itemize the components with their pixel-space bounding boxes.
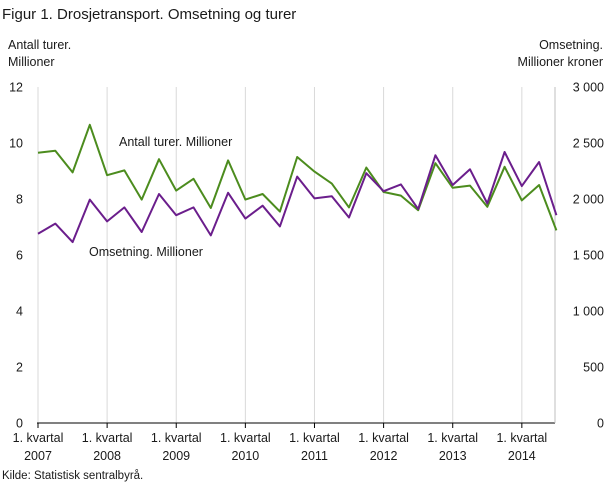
x-tick-year-2: 2009	[162, 449, 190, 463]
x-tick-year-7: 2014	[508, 449, 536, 463]
left-axis-title: Antall turer. Millioner	[8, 37, 71, 71]
x-tick-year-0: 2007	[24, 449, 52, 463]
right-axis-title-line-1: Omsetning.	[539, 38, 603, 52]
right-axis-title: Omsetning. Millioner kroner	[518, 37, 603, 71]
right-tick-label-6: 3 000	[573, 81, 604, 95]
right-tick-label-3: 1 500	[573, 249, 604, 263]
figure-title: Figur 1. Drosjetransport. Omsetning og t…	[2, 6, 297, 23]
x-tick-label-5: 1. kvartal	[358, 431, 409, 445]
x-tick-label-6: 1. kvartal	[427, 431, 478, 445]
left-axis-title-line-2: Millioner	[8, 55, 55, 69]
x-tick-label-2: 1. kvartal	[151, 431, 202, 445]
series-line-1	[37, 151, 558, 244]
x-tick-year-1: 2008	[93, 449, 121, 463]
left-tick-label-1: 2	[16, 361, 23, 375]
right-axis-title-line-2: Millioner kroner	[517, 55, 603, 69]
left-tick-label-3: 6	[16, 249, 23, 263]
x-tick-label-4: 1. kvartal	[289, 431, 340, 445]
series-line-0	[37, 123, 558, 231]
x-tick-label-7: 1. kvartal	[496, 431, 547, 445]
left-tick-label-5: 10	[9, 137, 23, 151]
right-tick-label-5: 2 500	[573, 137, 604, 151]
x-tick-year-6: 2013	[439, 449, 467, 463]
left-tick-label-2: 4	[16, 305, 23, 319]
left-axis-title-line-1: Antall turer.	[8, 38, 72, 52]
x-tick-year-5: 2012	[370, 449, 398, 463]
series-label-0: Antall turer. Millioner	[119, 135, 232, 149]
x-tick-label-1: 1. kvartal	[82, 431, 133, 445]
left-tick-label-0: 0	[16, 417, 23, 431]
source-note: Kilde: Statistisk sentralbyrå.	[2, 470, 144, 482]
x-tick-label-3: 1. kvartal	[220, 431, 271, 445]
series-label-1: Omsetning. Millioner	[89, 245, 203, 259]
right-tick-label-0: 0	[597, 417, 604, 431]
right-tick-label-2: 1 000	[573, 305, 604, 319]
right-tick-label-4: 2 000	[573, 193, 604, 207]
left-tick-label-4: 8	[16, 193, 23, 207]
right-tick-label-1: 500	[583, 361, 604, 375]
x-tick-year-4: 2011	[301, 449, 328, 463]
x-tick-year-3: 2010	[231, 449, 259, 463]
x-tick-label-0: 1. kvartal	[13, 431, 64, 445]
left-tick-label-6: 12	[9, 81, 23, 95]
